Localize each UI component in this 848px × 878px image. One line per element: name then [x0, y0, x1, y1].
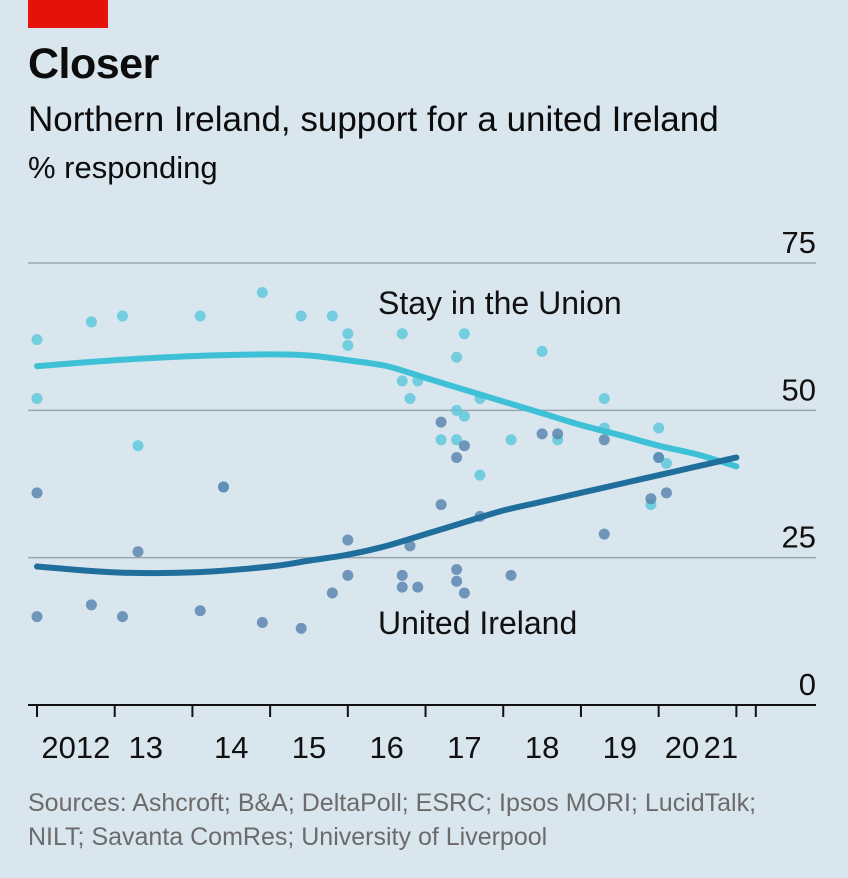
x-tick-label: 2012 [41, 730, 110, 765]
united-poll-point [396, 569, 408, 581]
united-poll-point [31, 611, 43, 623]
united-poll-point [85, 599, 97, 611]
stay-poll-point [116, 310, 128, 322]
united-poll-point [451, 575, 463, 587]
united-poll-point [435, 416, 447, 428]
x-tick-label: 16 [369, 730, 403, 765]
stay-poll-point [536, 345, 548, 357]
stay-poll-point [653, 422, 665, 434]
stay-poll-point [458, 410, 470, 422]
unit-label: % responding [28, 150, 218, 185]
united-poll-point [645, 493, 657, 505]
united-poll-point [404, 540, 416, 552]
stay-poll-point [404, 393, 416, 405]
stay-poll-point [598, 393, 610, 405]
stay-poll-point [295, 310, 307, 322]
y-tick-label: 0 [799, 667, 816, 702]
source-line-1: Sources: Ashcroft; B&A; DeltaPoll; ESRC;… [28, 789, 757, 817]
stay-poll-point [505, 434, 517, 446]
stay-poll-point [474, 469, 486, 481]
stay-poll-point [85, 316, 97, 328]
united-series-label: United Ireland [378, 605, 577, 641]
stay-poll-point [458, 328, 470, 340]
x-tick-label: 21 [704, 730, 738, 765]
y-tick-label: 25 [782, 520, 816, 555]
united-poll-point [116, 611, 128, 623]
x-tick-label: 17 [447, 730, 481, 765]
stay-poll-point [451, 404, 463, 416]
united-poll-point [194, 605, 206, 617]
united-poll-point [451, 563, 463, 575]
stay-poll-point [132, 440, 144, 452]
united-poll-point [598, 434, 610, 446]
source-line-2: NILT; Savanta ComRes; University of Live… [28, 823, 548, 851]
united-poll-point [342, 534, 354, 546]
united-poll-point [451, 451, 463, 463]
stay-poll-point [396, 375, 408, 387]
stay-poll-point [435, 434, 447, 446]
united-poll-point [653, 451, 665, 463]
y-tick-label: 50 [782, 372, 816, 407]
united-poll-point [412, 581, 424, 593]
stay-poll-point [31, 334, 43, 346]
x-tick-label: 13 [129, 730, 163, 765]
stay-poll-point [396, 328, 408, 340]
united-poll-point [295, 622, 307, 634]
united-poll-point [218, 481, 229, 493]
stay-poll-point [194, 310, 206, 322]
brand-red-tag [28, 0, 108, 28]
united-poll-point [342, 569, 354, 581]
united-poll-point [435, 499, 447, 511]
x-tick-label: 18 [525, 730, 559, 765]
stay-poll-point [451, 434, 463, 446]
united-trend-line [34, 454, 740, 577]
chart-subtitle: Northern Ireland, support for a united I… [28, 100, 719, 139]
x-tick-label: 14 [214, 730, 248, 765]
chart-title: Closer [28, 40, 159, 88]
stay-poll-point [342, 328, 354, 340]
stay-poll-point [660, 457, 672, 469]
united-poll-point [598, 528, 610, 540]
stay-trend-line [34, 351, 740, 470]
united-poll-point [536, 428, 548, 440]
united-poll-point [132, 546, 144, 558]
united-poll-point [505, 569, 517, 581]
stay-series-label: Stay in the Union [378, 285, 622, 321]
united-poll-point [458, 587, 470, 599]
source-note: Sources: Ashcroft; B&A; DeltaPoll; ESRC;… [28, 786, 828, 854]
united-poll-point [256, 616, 268, 628]
stay-poll-point [31, 393, 43, 405]
united-poll-point [458, 440, 470, 452]
x-tick-label: 19 [603, 730, 637, 765]
y-tick-label: 75 [782, 225, 816, 260]
stay-poll-point [326, 310, 338, 322]
x-tick-label: 20 [665, 730, 699, 765]
united-poll-point [660, 487, 672, 499]
united-poll-point [396, 581, 408, 593]
stay-poll-point [256, 286, 268, 298]
united-poll-point [326, 587, 338, 599]
united-poll-point [31, 487, 43, 499]
united-poll-point [552, 428, 564, 440]
stay-poll-point [451, 351, 463, 363]
stay-poll-point [342, 340, 354, 352]
x-tick-label: 15 [292, 730, 326, 765]
